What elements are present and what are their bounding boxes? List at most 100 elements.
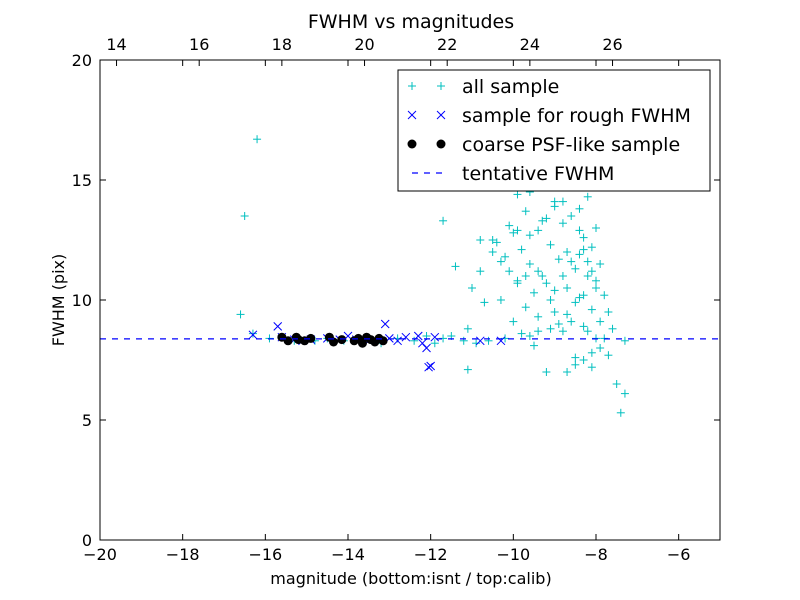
data-point bbox=[550, 308, 559, 316]
data-point bbox=[612, 380, 621, 388]
data-point bbox=[248, 329, 257, 338]
x-tick-label: −6 bbox=[667, 545, 691, 564]
top-tick-label: 16 bbox=[189, 35, 209, 54]
data-point bbox=[592, 224, 600, 232]
data-point bbox=[579, 291, 588, 300]
data-point bbox=[620, 389, 629, 398]
data-point bbox=[575, 293, 584, 302]
x-b bbox=[430, 332, 440, 342]
x-b bbox=[401, 332, 411, 342]
data-point bbox=[451, 262, 460, 271]
data-point bbox=[587, 243, 596, 252]
data-point bbox=[509, 317, 518, 326]
x-axis-label: magnitude (bottom:isnt / top:calib) bbox=[270, 569, 551, 588]
data-layer bbox=[100, 135, 720, 417]
data-point bbox=[583, 257, 592, 266]
x-tick-label: −8 bbox=[584, 545, 608, 564]
data-point bbox=[579, 356, 588, 364]
legend: all sample sample for rough FWHM coarse PS… bbox=[397, 69, 711, 192]
y-axis-label: FWHM (pix) bbox=[49, 254, 68, 347]
data-point bbox=[410, 336, 419, 345]
data-point bbox=[534, 312, 543, 321]
data-point bbox=[600, 291, 609, 300]
data-point bbox=[575, 226, 584, 235]
data-point bbox=[563, 248, 572, 256]
x-b bbox=[393, 336, 402, 346]
plot-frame bbox=[99, 59, 721, 541]
data-point bbox=[534, 267, 543, 276]
data-point bbox=[571, 264, 580, 273]
data-point bbox=[422, 343, 431, 353]
legend-marker bbox=[407, 110, 417, 120]
data-point bbox=[583, 272, 592, 280]
data-point bbox=[550, 202, 559, 211]
data-point bbox=[604, 351, 613, 360]
chart-title: FWHM vs magnitudes bbox=[308, 11, 514, 33]
data-point bbox=[306, 333, 316, 343]
data-point bbox=[430, 339, 439, 348]
data-point bbox=[393, 336, 402, 346]
data-point bbox=[426, 361, 436, 371]
data-point bbox=[567, 317, 576, 326]
top-tick-label: 22 bbox=[437, 35, 457, 54]
data-point bbox=[587, 305, 596, 314]
y-tick-label: 0 bbox=[82, 531, 92, 550]
data-point bbox=[616, 408, 625, 417]
data-point bbox=[505, 221, 514, 230]
data-point bbox=[496, 336, 506, 346]
data-point bbox=[592, 276, 600, 285]
data-point bbox=[505, 267, 514, 276]
x-tick-label: −18 bbox=[166, 545, 200, 564]
data-point bbox=[579, 322, 588, 331]
data-point bbox=[596, 260, 605, 268]
data-point bbox=[488, 236, 497, 244]
data-point bbox=[513, 226, 522, 235]
data-point bbox=[240, 212, 249, 220]
data-point bbox=[513, 190, 522, 199]
data-point bbox=[492, 238, 501, 247]
data-point bbox=[337, 335, 347, 345]
data-point bbox=[273, 322, 283, 331]
legend-label: all sample bbox=[462, 76, 559, 98]
data-point bbox=[509, 228, 518, 237]
data-point bbox=[521, 272, 530, 280]
x-b bbox=[424, 362, 433, 372]
legend-marker bbox=[437, 82, 445, 90]
data-point bbox=[521, 303, 530, 312]
x-tick-label: −20 bbox=[83, 545, 117, 564]
y-tick-label: 20 bbox=[72, 51, 92, 70]
data-point bbox=[558, 272, 567, 280]
data-point bbox=[596, 317, 605, 326]
data-point bbox=[558, 197, 567, 206]
data-point bbox=[501, 252, 510, 261]
data-point bbox=[329, 337, 339, 347]
data-point bbox=[546, 240, 555, 249]
data-point bbox=[521, 207, 530, 216]
x-tick-label: −10 bbox=[496, 545, 530, 564]
data-point bbox=[538, 216, 547, 225]
x-b bbox=[248, 330, 258, 340]
data-point bbox=[496, 296, 505, 304]
data-point bbox=[538, 272, 547, 280]
x-b bbox=[475, 336, 485, 346]
data-point bbox=[550, 286, 559, 295]
data-point bbox=[476, 236, 485, 244]
top-axis: 14 16 18 20 22 24 26 bbox=[106, 35, 623, 66]
data-point bbox=[587, 267, 596, 276]
x-b bbox=[422, 343, 431, 353]
legend-marker bbox=[407, 139, 417, 149]
data-point bbox=[563, 310, 572, 319]
data-point bbox=[525, 332, 534, 340]
top-tick-label: 14 bbox=[106, 35, 126, 54]
data-point bbox=[579, 233, 588, 242]
legend-label: coarse PSF-like sample bbox=[462, 134, 680, 156]
data-point bbox=[554, 320, 563, 328]
top-tick-label: 20 bbox=[354, 35, 374, 54]
data-point bbox=[587, 348, 596, 357]
x-b bbox=[426, 361, 436, 371]
data-point bbox=[424, 362, 433, 372]
data-point bbox=[530, 288, 538, 297]
data-point bbox=[463, 365, 472, 374]
x-b bbox=[436, 110, 446, 120]
